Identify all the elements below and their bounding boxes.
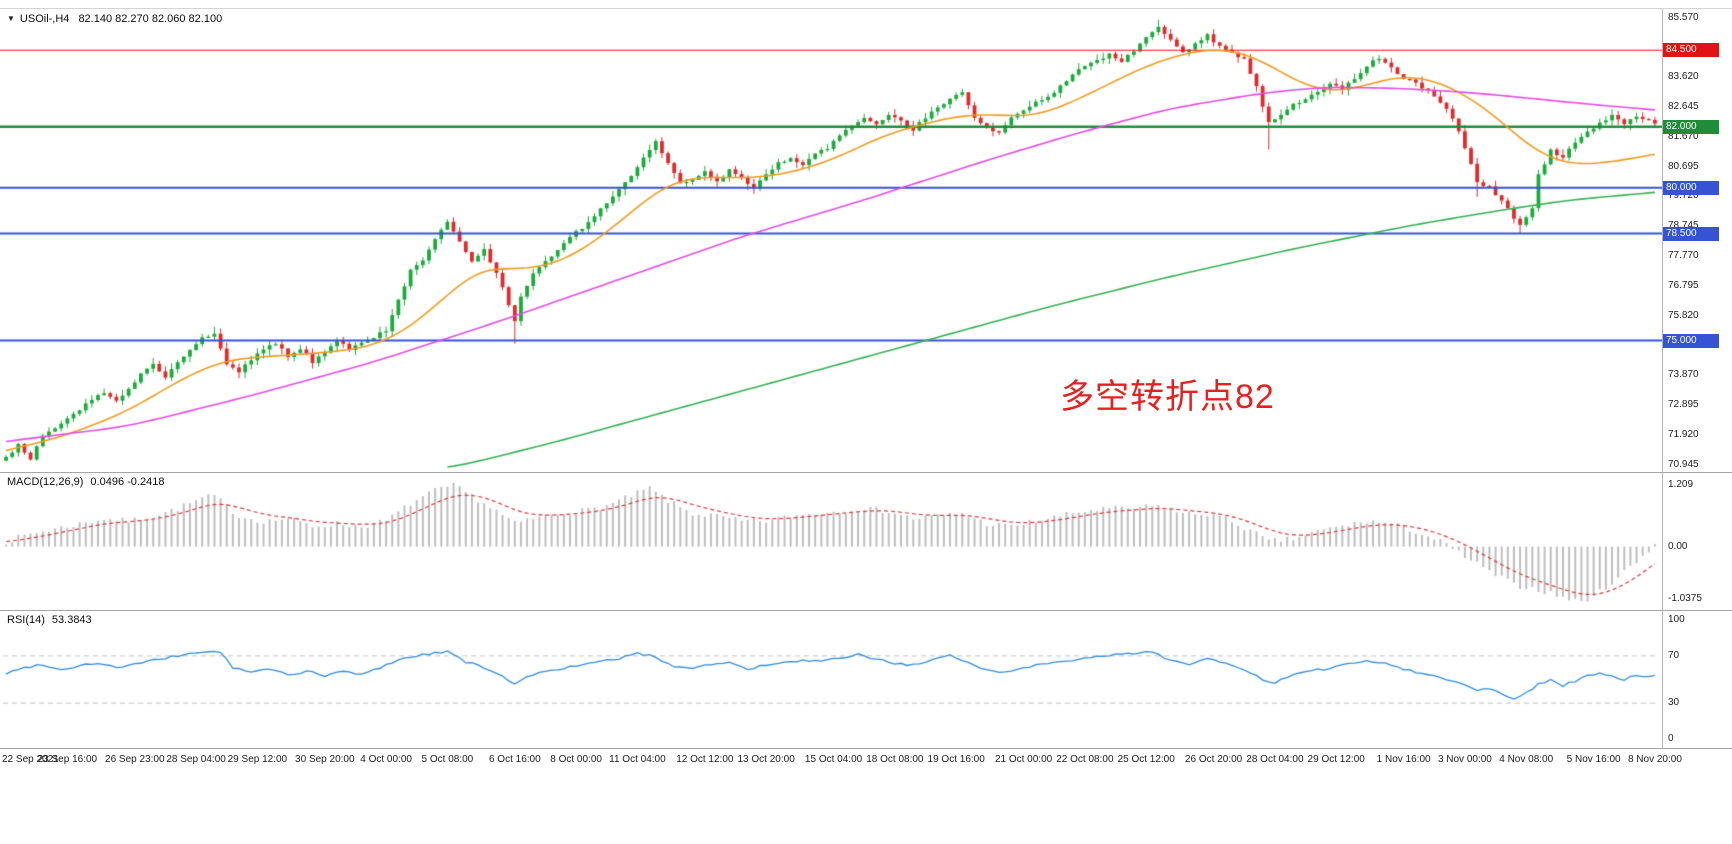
axis-tick-label: 72.895 <box>1668 398 1699 410</box>
time-axis-label: 3 Nov 00:00 <box>1437 754 1492 765</box>
annotation-text: 多空转折点82 <box>1060 378 1275 416</box>
axis-tick-label: -1.0375 <box>1668 593 1702 605</box>
time-axis-label: 5 Nov 16:00 <box>1566 754 1621 765</box>
time-axis-label: 26 Oct 20:00 <box>1184 754 1243 765</box>
axis-tick-label: 100 <box>1668 614 1685 626</box>
time-axis-label: 22 Sep 2021 <box>2 754 59 765</box>
rsi-canvas[interactable] <box>0 611 1662 748</box>
symbol-timeframe-label: USOil-,H4 <box>19 13 70 25</box>
time-axis-label: 21 Oct 00:00 <box>994 754 1053 765</box>
macd-label: MACD(12,26,9) 0.0496 -0.2418 <box>7 476 164 488</box>
axis-tick-label: 79.720 <box>1668 190 1699 202</box>
chart-title: ▼ USOil-,H4 82.140 82.270 82.060 82.100 <box>7 13 222 25</box>
time-axis-label: 4 Nov 08:00 <box>1499 754 1554 765</box>
axis-tick-label: 71.920 <box>1668 428 1699 440</box>
axis-tick-label: 70.945 <box>1668 458 1699 470</box>
time-axis-label: 25 Oct 12:00 <box>1117 754 1175 765</box>
price-level-badge: 80.000 <box>1663 180 1719 195</box>
price-chart-canvas[interactable] <box>0 9 1662 472</box>
ohlc-values: 82.140 82.270 82.060 82.100 <box>78 13 223 25</box>
time-axis-label: 1 Nov 16:00 <box>1376 754 1431 765</box>
macd-axis[interactable]: 1.209 0.00 -1.0375 <box>1662 473 1732 610</box>
time-axis-label: 8 Nov 20:00 <box>1627 754 1682 765</box>
time-axis-label: 8 Oct 00:00 <box>550 754 602 765</box>
axis-tick-label: 76.795 <box>1668 279 1699 291</box>
axis-tick-label: 78.745 <box>1668 220 1699 232</box>
chevron-down-icon[interactable]: ▼ <box>7 14 15 23</box>
time-axis-label: 11 Oct 04:00 <box>609 754 666 765</box>
axis-tick-label: 30 <box>1668 697 1680 709</box>
axis-tick-label: 77.770 <box>1668 249 1699 261</box>
price-level-badge: 78.500 <box>1663 226 1719 241</box>
time-axis-label: 12 Oct 12:00 <box>676 754 734 765</box>
time-axis-label: 19 Oct 16:00 <box>927 754 985 765</box>
price-level-badge: 84.500 <box>1663 43 1719 58</box>
axis-tick-label: 0 <box>1668 732 1674 744</box>
time-axis-label: 15 Oct 04:00 <box>804 754 863 765</box>
rsi-panel[interactable]: RSI(14) 53.3843 100 70 30 0 <box>0 611 1732 749</box>
axis-tick-label: 85.570 <box>1668 11 1699 23</box>
rsi-indicator-value: 53.3843 <box>51 614 92 626</box>
macd-indicator-name: MACD(12,26,9) <box>7 476 84 488</box>
axis-tick-label: 0.00 <box>1668 540 1688 552</box>
time-axis-label: 28 Sep 04:00 <box>166 754 226 765</box>
time-axis-label: 29 Sep 12:00 <box>227 754 288 765</box>
rsi-label: RSI(14) 53.3843 <box>7 614 92 626</box>
axis-tick-label: 70 <box>1668 649 1680 661</box>
time-axis-label: 23 Sep 16:00 <box>37 754 98 765</box>
time-axis-label: 6 Oct 16:00 <box>488 754 541 765</box>
time-axis-label: 29 Oct 12:00 <box>1307 754 1365 765</box>
time-axis-label: 30 Sep 20:00 <box>295 754 355 765</box>
axis-tick-label: 1.209 <box>1668 479 1694 491</box>
macd-canvas[interactable] <box>0 473 1662 610</box>
time-axis-label: 28 Oct 04:00 <box>1246 754 1304 765</box>
price-chart-panel[interactable]: ▼ USOil-,H4 82.140 82.270 82.060 82.100 多空… <box>0 8 1732 473</box>
rsi-indicator-name: RSI(14) <box>7 614 45 626</box>
time-axis-label: 18 Oct 08:00 <box>866 754 924 765</box>
macd-indicator-values: 0.0496 -0.2418 <box>90 476 165 488</box>
macd-panel[interactable]: MACD(12,26,9) 0.0496 -0.2418 1.209 0.00 -1.… <box>0 473 1732 611</box>
price-level-badge: 75.000 <box>1663 333 1719 348</box>
price-axis[interactable]: 85.570 83.620 82.645 81.670 80.695 79.720 78.7… <box>1662 9 1732 472</box>
axis-tick-label: 83.620 <box>1668 71 1699 83</box>
price-level-badge: 82.000 <box>1663 119 1719 134</box>
time-axis-label: 4 Oct 00:00 <box>360 754 412 765</box>
axis-tick-label: 73.870 <box>1668 369 1699 381</box>
rsi-axis[interactable]: 100 70 30 0 <box>1662 611 1732 748</box>
time-axis-label: 13 Oct 20:00 <box>737 754 795 765</box>
time-axis-label: 22 Oct 08:00 <box>1056 754 1114 765</box>
axis-tick-label: 82.645 <box>1668 100 1699 112</box>
axis-tick-label: 75.820 <box>1668 309 1699 321</box>
axis-tick-label: 81.670 <box>1668 130 1699 142</box>
axis-tick-label: 80.695 <box>1668 160 1699 172</box>
time-axis-label: 5 Oct 08:00 <box>421 754 474 765</box>
time-axis[interactable]: 22 Sep 2021 23 Sep 16:00 26 Sep 23:00 28 Se… <box>0 749 1732 772</box>
time-axis-label: 26 Sep 23:00 <box>105 754 165 765</box>
